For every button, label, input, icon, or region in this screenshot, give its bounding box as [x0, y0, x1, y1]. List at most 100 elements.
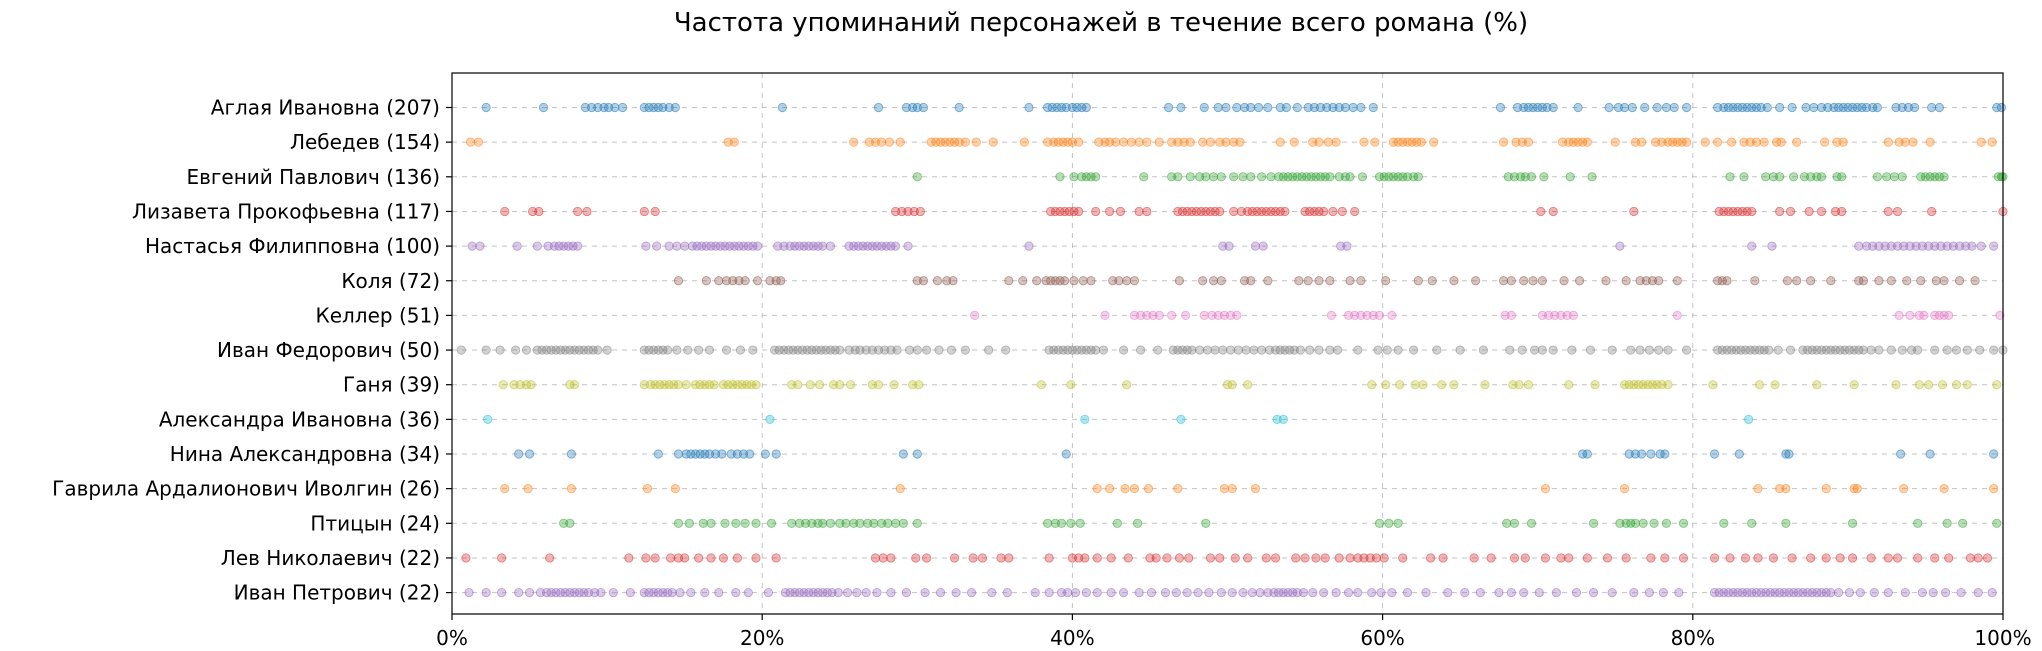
data-point — [1311, 553, 1321, 563]
data-point — [1989, 241, 1999, 251]
data-point — [1747, 206, 1757, 217]
data-point — [1775, 587, 1785, 598]
data-point — [1207, 310, 1217, 320]
data-point — [1292, 102, 1302, 113]
data-point — [709, 380, 719, 390]
data-point — [746, 380, 756, 390]
data-point — [467, 241, 477, 251]
data-point — [1328, 102, 1338, 113]
data-point — [1799, 172, 1810, 182]
data-point — [1074, 137, 1084, 147]
data-point — [1233, 345, 1243, 355]
data-point — [579, 587, 589, 598]
data-point — [1067, 345, 1078, 355]
data-point — [895, 137, 905, 147]
data-point — [743, 241, 753, 251]
data-point — [1374, 172, 1385, 182]
data-point — [1537, 276, 1547, 286]
data-point — [683, 345, 693, 355]
data-point — [1205, 553, 1216, 563]
data-point — [1384, 172, 1394, 182]
data-point — [602, 345, 612, 355]
data-point — [1728, 206, 1738, 217]
data-point — [1897, 345, 1907, 355]
data-point — [1678, 518, 1689, 528]
data-point — [903, 206, 913, 217]
data-point — [1976, 241, 1986, 251]
data-point — [1486, 553, 1496, 563]
data-point — [1239, 276, 1250, 286]
data-point — [1094, 137, 1104, 147]
data-point — [565, 587, 575, 598]
data-point — [1754, 345, 1765, 355]
data-point — [842, 587, 853, 598]
data-point — [684, 518, 694, 528]
data-point — [610, 102, 620, 113]
data-point — [1123, 553, 1133, 563]
data-point — [1278, 414, 1288, 424]
data-point — [728, 276, 738, 286]
data-point — [765, 414, 775, 424]
data-point — [1284, 345, 1295, 355]
data-point — [1941, 587, 1951, 598]
data-point — [728, 380, 738, 390]
data-point — [1816, 206, 1827, 217]
data-point — [948, 276, 958, 286]
data-point — [497, 587, 507, 598]
data-point — [1734, 449, 1744, 459]
data-point — [1756, 102, 1766, 113]
data-point — [1652, 102, 1662, 113]
data-point — [1056, 587, 1067, 598]
data-point — [1343, 310, 1354, 320]
data-point — [1173, 137, 1183, 147]
data-point — [1263, 276, 1273, 286]
data-point — [1306, 172, 1316, 182]
grid — [451, 73, 2004, 614]
data-point — [1916, 172, 1926, 182]
data-point — [1100, 310, 1110, 320]
data-point — [1745, 345, 1755, 355]
data-point — [1588, 518, 1599, 528]
data-point — [771, 449, 781, 459]
data-point — [1855, 587, 1865, 598]
y-tick-label: Ганя (39) — [343, 373, 440, 397]
data-point — [830, 345, 840, 355]
data-point — [1402, 137, 1413, 147]
data-point — [1308, 587, 1318, 598]
data-point — [1775, 206, 1785, 217]
data-point — [731, 518, 741, 528]
data-point — [1069, 276, 1079, 286]
data-point — [1726, 345, 1737, 355]
data-point — [1714, 587, 1724, 598]
data-point — [1227, 484, 1237, 494]
data-point — [1944, 310, 1954, 320]
data-point — [1143, 484, 1153, 494]
data-point — [466, 137, 476, 147]
data-point — [1047, 102, 1057, 113]
data-point — [725, 241, 735, 251]
data-point — [1663, 345, 1673, 355]
data-point — [1719, 206, 1729, 217]
data-point — [813, 587, 823, 598]
data-point — [652, 241, 662, 251]
data-point — [1072, 345, 1082, 355]
data-point — [794, 241, 805, 251]
data-point — [1196, 206, 1206, 217]
data-point — [1920, 172, 1931, 182]
data-point — [1122, 276, 1132, 286]
data-point — [1185, 172, 1195, 182]
data-point — [1176, 102, 1186, 113]
data-point — [1326, 310, 1337, 320]
data-point — [1081, 587, 1091, 598]
data-point — [1883, 137, 1893, 147]
data-point — [639, 102, 649, 113]
data-point — [1266, 206, 1276, 217]
data-point — [1292, 587, 1302, 598]
data-point — [1540, 484, 1551, 494]
data-point — [1913, 518, 1923, 528]
data-point — [1550, 310, 1560, 320]
data-point — [1658, 587, 1668, 598]
data-point — [1362, 310, 1372, 320]
data-point — [1973, 553, 1983, 563]
data-point — [1315, 102, 1326, 113]
